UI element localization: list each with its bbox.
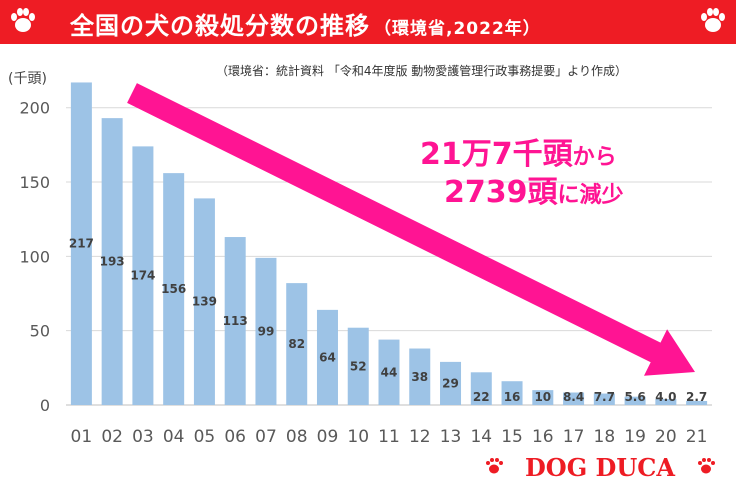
- data-label: 7.7: [594, 390, 615, 404]
- note-to-suffix: に減少: [557, 183, 624, 208]
- data-label: 139: [192, 295, 217, 309]
- bars: [70, 82, 708, 405]
- x-tick-label: 06: [224, 427, 246, 447]
- data-label: 4.0: [655, 390, 676, 404]
- note-line-1: 21万7千頭から: [420, 140, 617, 170]
- bar: [132, 146, 154, 405]
- y-tick-label: 50: [30, 322, 50, 341]
- bar: [378, 339, 400, 405]
- x-tick-label: 20: [655, 427, 677, 447]
- data-label: 8.4: [563, 390, 584, 404]
- data-label: 113: [223, 314, 248, 328]
- trend-arrow-shape: [127, 83, 696, 376]
- data-label: 99: [258, 324, 275, 338]
- source-note: （環境省：統計資料 「令和4年度版 動物愛護管理行政事務提要」より作成）: [216, 64, 628, 78]
- bar: [224, 237, 246, 405]
- bar: [624, 396, 646, 405]
- x-tick-label: 05: [194, 427, 216, 447]
- bar: [563, 392, 585, 405]
- bar: [470, 372, 492, 405]
- y-tick-label: 100: [19, 247, 50, 266]
- data-labels: 217 193 174 156 139 113 99 82 64 52 44 38 29 22 16 10 8.…: [69, 237, 707, 404]
- page-title: 全国の犬の殺処分数の推移 （環境省,2022年）: [70, 6, 541, 41]
- x-tick-label: 04: [163, 427, 185, 447]
- note-from-value: 21万7千頭: [420, 137, 573, 172]
- x-tick-labels: 01 02 03 04 05 06 07 08 09 10 11 12 13 14 15 16 17 18 19 20…: [71, 427, 708, 447]
- data-label: 5.6: [624, 390, 645, 404]
- bar: [193, 198, 215, 405]
- x-tick-label: 13: [440, 427, 462, 447]
- bar: [163, 173, 185, 405]
- data-label: 64: [319, 350, 336, 364]
- bar: [501, 381, 523, 405]
- note-to-value: 2739頭: [444, 175, 558, 210]
- data-label: 38: [411, 370, 428, 384]
- data-label: 174: [130, 269, 155, 283]
- bar: [686, 400, 708, 405]
- x-tick-label: 18: [594, 427, 616, 447]
- x-tick-label: 10: [347, 427, 369, 447]
- data-label: 29: [442, 376, 459, 390]
- x-tick-label: 03: [132, 427, 154, 447]
- x-tick-label: 15: [501, 427, 523, 447]
- bar: [655, 399, 677, 405]
- data-label: 22: [473, 390, 490, 404]
- bar: [101, 118, 123, 405]
- title-banner: 全国の犬の殺処分数の推移 （環境省,2022年）: [0, 0, 736, 44]
- paw-icon: [11, 8, 35, 32]
- x-tick-label: 07: [255, 427, 277, 447]
- data-label: 16: [504, 390, 521, 404]
- x-tick-label: 17: [563, 427, 585, 447]
- y-tick-label: 150: [19, 173, 50, 192]
- y-tick-label: 0: [40, 396, 50, 415]
- x-tick-label: 09: [317, 427, 339, 447]
- x-tick-label: 12: [409, 427, 431, 447]
- data-label: 2.7: [686, 390, 707, 404]
- data-label: 44: [381, 365, 398, 379]
- y-tick-labels: 0 50 100 150 200: [19, 99, 50, 415]
- bar: [316, 309, 338, 405]
- data-label: 10: [534, 390, 551, 404]
- paw-icon: [701, 8, 725, 32]
- x-tick-label: 16: [532, 427, 554, 447]
- x-tick-label: 01: [71, 427, 93, 447]
- trend-arrow: [127, 83, 696, 376]
- title-text: 全国の犬の殺処分数の推移: [70, 12, 370, 40]
- title-subtitle: （環境省,2022年）: [374, 19, 541, 39]
- note-line-2: 2739頭に減少: [444, 178, 624, 208]
- x-tick-label: 21: [686, 427, 708, 447]
- data-label: 52: [350, 359, 367, 373]
- data-label: 82: [288, 337, 305, 351]
- x-tick-label: 14: [470, 427, 492, 447]
- x-tick-label: 19: [624, 427, 646, 447]
- data-label: 193: [100, 255, 125, 269]
- note-from-suffix: から: [572, 145, 617, 170]
- logo-text: DOG DUCA: [525, 453, 675, 482]
- bar: [440, 361, 462, 405]
- dog-duca-logo: DOG DUCA: [486, 453, 715, 482]
- bar: [409, 348, 431, 405]
- x-tick-label: 02: [101, 427, 123, 447]
- bar: [255, 257, 277, 405]
- y-axis-label: (千頭): [8, 71, 47, 87]
- y-tick-label: 200: [19, 99, 50, 118]
- bar: [532, 390, 554, 405]
- bar: [286, 283, 308, 405]
- bar: [593, 393, 615, 405]
- bar: [347, 327, 369, 405]
- bar: [70, 82, 92, 405]
- data-label: 156: [161, 282, 186, 296]
- x-tick-label: 08: [286, 427, 308, 447]
- x-tick-label: 11: [378, 427, 400, 447]
- data-label: 217: [69, 237, 94, 251]
